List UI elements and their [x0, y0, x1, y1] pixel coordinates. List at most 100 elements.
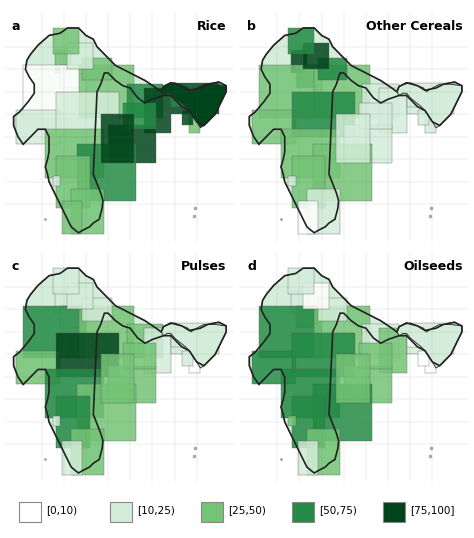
Polygon shape: [79, 306, 134, 358]
Polygon shape: [292, 332, 355, 377]
Polygon shape: [82, 58, 112, 81]
Polygon shape: [189, 110, 201, 133]
Polygon shape: [307, 189, 340, 234]
Text: Other Cereals: Other Cereals: [366, 20, 463, 33]
FancyBboxPatch shape: [383, 502, 405, 522]
Polygon shape: [100, 355, 134, 403]
Polygon shape: [358, 343, 392, 370]
Polygon shape: [292, 93, 355, 137]
Polygon shape: [144, 88, 171, 133]
Polygon shape: [60, 306, 82, 328]
Text: a: a: [11, 20, 20, 33]
Polygon shape: [100, 114, 134, 163]
Polygon shape: [60, 66, 82, 88]
Polygon shape: [407, 95, 428, 107]
Polygon shape: [362, 324, 399, 358]
Polygon shape: [171, 336, 193, 347]
Polygon shape: [55, 291, 71, 313]
Polygon shape: [281, 370, 340, 418]
Polygon shape: [53, 176, 60, 186]
Polygon shape: [397, 83, 462, 128]
Polygon shape: [418, 351, 428, 366]
Polygon shape: [46, 129, 104, 178]
Text: c: c: [11, 260, 19, 273]
Polygon shape: [56, 93, 119, 137]
Polygon shape: [358, 103, 392, 129]
Polygon shape: [407, 336, 428, 347]
Polygon shape: [55, 51, 71, 73]
Polygon shape: [56, 332, 119, 377]
Polygon shape: [436, 332, 451, 347]
Polygon shape: [362, 84, 399, 118]
Polygon shape: [67, 283, 93, 309]
Text: [10,25): [10,25): [137, 505, 175, 515]
Polygon shape: [108, 366, 156, 403]
Polygon shape: [182, 110, 193, 125]
Polygon shape: [79, 66, 134, 118]
Polygon shape: [344, 125, 392, 163]
FancyBboxPatch shape: [292, 502, 314, 522]
Polygon shape: [171, 95, 193, 107]
Polygon shape: [337, 114, 370, 163]
Polygon shape: [432, 343, 446, 358]
Polygon shape: [313, 144, 372, 201]
Text: d: d: [247, 260, 256, 273]
Polygon shape: [71, 189, 104, 234]
Text: [75,100]: [75,100]: [410, 505, 455, 515]
Polygon shape: [425, 351, 436, 373]
Polygon shape: [14, 268, 226, 473]
Polygon shape: [127, 324, 164, 358]
Polygon shape: [77, 144, 136, 201]
Polygon shape: [56, 155, 90, 208]
Polygon shape: [249, 28, 462, 233]
Polygon shape: [53, 268, 79, 294]
Polygon shape: [337, 355, 370, 403]
Polygon shape: [303, 43, 329, 69]
Polygon shape: [16, 110, 60, 144]
Polygon shape: [171, 83, 219, 114]
Polygon shape: [318, 58, 347, 81]
Polygon shape: [307, 429, 340, 475]
Polygon shape: [161, 83, 226, 128]
Polygon shape: [291, 291, 307, 313]
Polygon shape: [303, 283, 329, 309]
Polygon shape: [259, 306, 322, 358]
Polygon shape: [53, 28, 79, 54]
FancyBboxPatch shape: [18, 502, 41, 522]
Polygon shape: [249, 268, 462, 473]
Polygon shape: [288, 176, 296, 186]
Polygon shape: [432, 103, 446, 118]
Polygon shape: [197, 343, 210, 358]
Text: b: b: [247, 20, 256, 33]
Text: Pulses: Pulses: [182, 260, 227, 273]
FancyBboxPatch shape: [201, 502, 223, 522]
Polygon shape: [67, 43, 93, 69]
Polygon shape: [171, 323, 219, 355]
Polygon shape: [14, 28, 226, 233]
Polygon shape: [291, 51, 307, 73]
Polygon shape: [127, 84, 164, 118]
Polygon shape: [62, 441, 82, 475]
Polygon shape: [318, 298, 347, 321]
Polygon shape: [288, 268, 314, 294]
Polygon shape: [344, 366, 392, 403]
Polygon shape: [288, 416, 296, 426]
Polygon shape: [298, 201, 318, 234]
Polygon shape: [189, 351, 201, 373]
Polygon shape: [252, 110, 296, 144]
Text: [0,10): [0,10): [46, 505, 77, 515]
Polygon shape: [418, 110, 428, 125]
Polygon shape: [56, 396, 90, 448]
Polygon shape: [144, 328, 171, 373]
FancyBboxPatch shape: [109, 502, 132, 522]
Polygon shape: [379, 328, 407, 373]
Polygon shape: [197, 103, 210, 118]
Polygon shape: [288, 28, 314, 54]
Polygon shape: [46, 370, 104, 418]
Text: Oilseeds: Oilseeds: [403, 260, 463, 273]
Polygon shape: [292, 396, 325, 448]
Text: [25,50): [25,50): [228, 505, 266, 515]
Polygon shape: [314, 66, 370, 118]
Polygon shape: [62, 201, 82, 234]
Polygon shape: [201, 92, 215, 107]
